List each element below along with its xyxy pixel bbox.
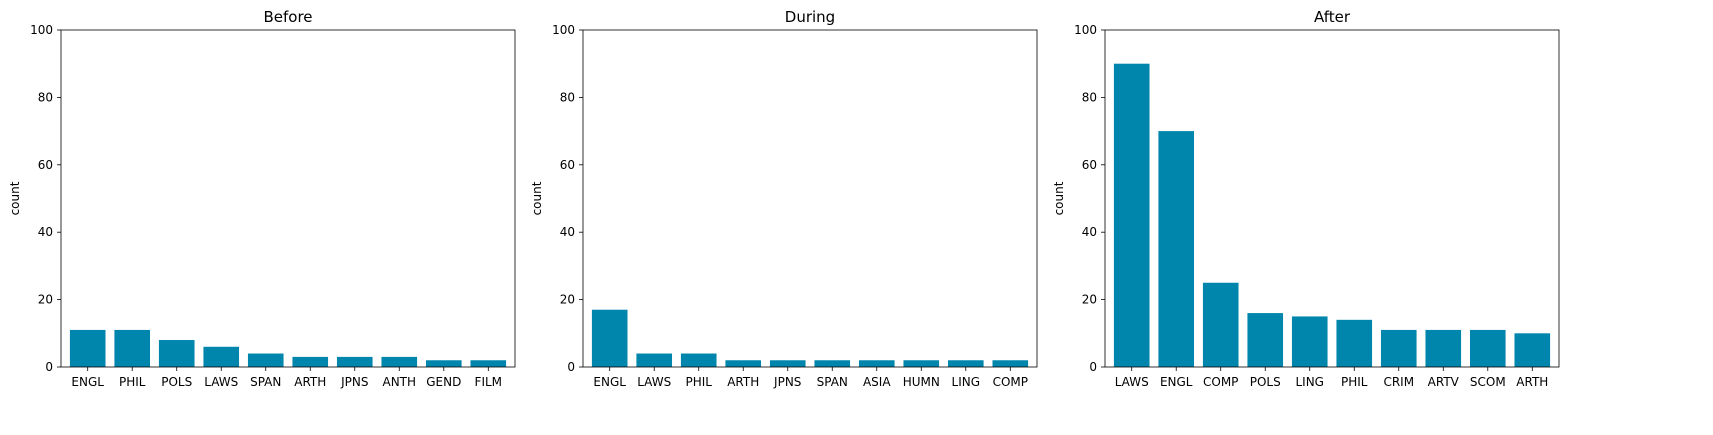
y-axis-label: count xyxy=(530,181,544,215)
y-axis-label: count xyxy=(1052,181,1066,215)
bar-series xyxy=(1113,63,1551,367)
y-tick-label: 40 xyxy=(38,225,53,239)
x-tick-label: JPNS xyxy=(773,375,801,389)
bar-scom xyxy=(1469,329,1506,367)
y-tick-label: 60 xyxy=(560,158,575,172)
bar-pols xyxy=(158,340,195,367)
plot-frame xyxy=(1104,29,1560,368)
chart-title: After xyxy=(1314,8,1351,26)
plot-frame xyxy=(582,29,1038,368)
x-tick-label: PHIL xyxy=(119,375,146,389)
x-tick-label: ENGL xyxy=(71,375,104,389)
y-tick-label: 0 xyxy=(45,360,53,374)
x-tick-label: PHIL xyxy=(685,375,712,389)
bar-ling xyxy=(947,360,984,367)
y-tick-label: 100 xyxy=(1074,23,1097,37)
bar-laws xyxy=(1113,63,1150,367)
x-tick-label: COMP xyxy=(993,375,1028,389)
bar-humn xyxy=(903,360,940,367)
y-tick-label: 20 xyxy=(38,293,53,307)
x-tick-label: JPNS xyxy=(340,375,368,389)
chart-panel-2: After count LAWS ENGL COMP POLS LING PHIL CRIM AR… xyxy=(1052,8,1560,389)
x-tick-label: COMP xyxy=(1203,375,1238,389)
x-tick-label: ENGL xyxy=(593,375,626,389)
x-tick-label: POLS xyxy=(161,375,192,389)
bar-comp xyxy=(992,360,1029,367)
x-tick-label: SPAN xyxy=(250,375,281,389)
bar-phil xyxy=(680,353,717,367)
y-tick-label: 20 xyxy=(560,293,575,307)
x-tick-label: ARTH xyxy=(294,375,326,389)
chart-panel-1: During count ENGL LAWS PHIL ARTH JPNS SPAN ASIA H… xyxy=(530,8,1038,389)
y-tick-label: 80 xyxy=(1082,90,1097,104)
bar-span xyxy=(814,360,851,367)
y-tick-label: 40 xyxy=(560,225,575,239)
bar-phil xyxy=(1336,319,1373,367)
x-tick-label: LING xyxy=(1295,375,1324,389)
bar-pols xyxy=(1247,313,1284,367)
x-tick-label: HUMN xyxy=(903,375,940,389)
x-tick-label: SPAN xyxy=(817,375,848,389)
x-tick-label: LAWS xyxy=(204,375,238,389)
y-tick-label: 20 xyxy=(1082,293,1097,307)
y-tick-label: 100 xyxy=(552,23,575,37)
bar-engl xyxy=(1158,131,1195,367)
y-tick-label: 80 xyxy=(560,90,575,104)
y-tick-label: 100 xyxy=(30,23,53,37)
y-tick-label: 60 xyxy=(1082,158,1097,172)
bar-jpns xyxy=(769,360,806,367)
bar-anth xyxy=(381,356,418,367)
y-tick-label: 60 xyxy=(38,158,53,172)
bar-arth xyxy=(1514,333,1551,367)
y-tick-label: 0 xyxy=(567,360,575,374)
chart-title: During xyxy=(785,8,835,26)
bar-phil xyxy=(114,329,151,367)
x-tick-label: POLS xyxy=(1250,375,1281,389)
bar-arth xyxy=(725,360,762,367)
x-tick-label: ARTV xyxy=(1428,375,1460,389)
bar-series xyxy=(69,329,507,367)
bar-film xyxy=(470,360,507,367)
x-tick-label: GEND xyxy=(426,375,461,389)
x-tick-label: ASIA xyxy=(863,375,891,389)
y-tick-label: 40 xyxy=(1082,225,1097,239)
x-tick-label: LAWS xyxy=(1115,375,1149,389)
chart-panel-0: Before count ENGL PHIL POLS LAWS SPAN ARTH JPNS A… xyxy=(8,8,516,389)
bar-arth xyxy=(292,356,329,367)
bar-series xyxy=(591,309,1029,367)
chart-title: Before xyxy=(263,8,312,26)
bar-ling xyxy=(1291,316,1328,367)
bar-span xyxy=(247,353,284,367)
x-tick-label: SCOM xyxy=(1470,375,1506,389)
x-tick-label: ARTH xyxy=(727,375,759,389)
x-tick-label: ARTH xyxy=(1516,375,1548,389)
bar-comp xyxy=(1202,282,1239,367)
y-tick-label: 80 xyxy=(38,90,53,104)
y-axis-label: count xyxy=(8,181,22,215)
x-tick-label: LING xyxy=(952,375,981,389)
bar-asia xyxy=(858,360,895,367)
y-tick-label: 0 xyxy=(1089,360,1097,374)
x-tick-label: CRIM xyxy=(1383,375,1414,389)
bar-gend xyxy=(425,360,462,367)
x-tick-label: FILM xyxy=(475,375,502,389)
bar-laws xyxy=(203,346,240,367)
x-tick-label: LAWS xyxy=(637,375,671,389)
bar-artv xyxy=(1425,329,1462,367)
bar-engl xyxy=(591,309,628,367)
bar-jpns xyxy=(336,356,373,367)
bar-engl xyxy=(69,329,106,367)
x-tick-label: ENGL xyxy=(1160,375,1193,389)
x-tick-label: ANTH xyxy=(383,375,417,389)
bar-crim xyxy=(1380,329,1417,367)
plot-frame xyxy=(60,29,516,368)
bar-laws xyxy=(636,353,673,367)
x-tick-label: PHIL xyxy=(1341,375,1368,389)
